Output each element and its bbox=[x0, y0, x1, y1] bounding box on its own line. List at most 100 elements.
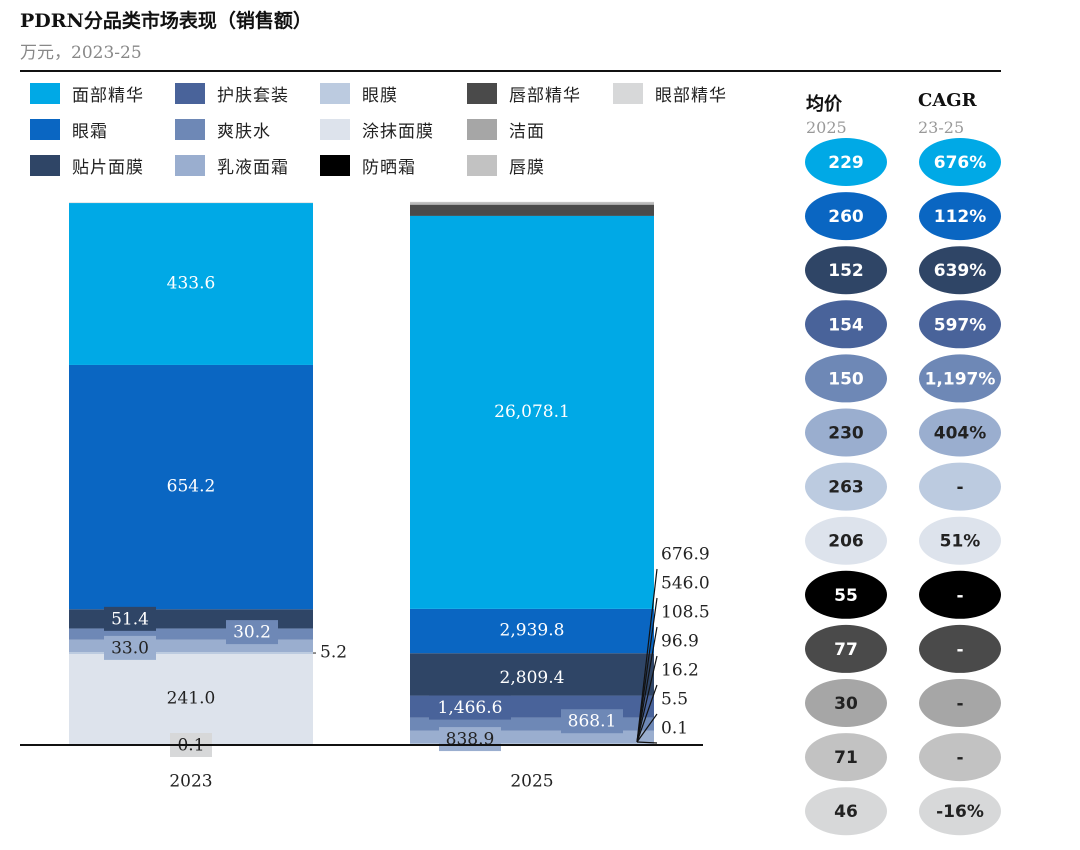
data-label: 51.4 bbox=[111, 609, 149, 629]
data-label: 5.5 bbox=[661, 690, 688, 710]
bar-segment bbox=[69, 203, 313, 365]
data-label: 433.6 bbox=[167, 273, 216, 293]
bar-segment bbox=[69, 364, 313, 610]
bar-segment bbox=[410, 215, 654, 609]
legend-swatch bbox=[320, 82, 350, 104]
legend-label: 眼膜 bbox=[362, 85, 398, 106]
bar-segment bbox=[410, 608, 654, 654]
data-label: 546.0 bbox=[661, 574, 710, 594]
legend-item: 防晒霜 bbox=[320, 152, 416, 178]
legend-label: 洁面 bbox=[509, 121, 545, 142]
bar-segment bbox=[410, 201, 654, 204]
price-oval bbox=[805, 679, 887, 727]
legend-swatch bbox=[467, 118, 497, 140]
leader-line bbox=[636, 684, 658, 743]
data-label: 1,466.6 bbox=[438, 698, 503, 718]
bar-segment bbox=[410, 653, 654, 696]
data-label: 0.1 bbox=[661, 719, 688, 739]
x-axis-tick-label: 2023 bbox=[169, 772, 212, 792]
legend-item: 护肤套装 bbox=[175, 80, 289, 106]
price-oval-value: 77 bbox=[834, 640, 858, 660]
legend-swatch bbox=[320, 118, 350, 140]
legend-label: 眼部精华 bbox=[655, 85, 727, 106]
bar-segment bbox=[69, 628, 313, 640]
cagr-oval bbox=[919, 787, 1001, 836]
cagr-oval-value: - bbox=[956, 640, 963, 660]
legend-swatch bbox=[613, 82, 643, 104]
legend-item: 洁面 bbox=[467, 116, 545, 142]
price-oval bbox=[805, 246, 887, 295]
data-label: 2,939.8 bbox=[500, 621, 565, 641]
legend-item: 乳液面霜 bbox=[175, 152, 289, 178]
cagr-oval bbox=[919, 570, 1001, 619]
bar-segment bbox=[410, 203, 654, 205]
legend-label: 防晒霜 bbox=[362, 157, 416, 178]
legend-label: 眼霜 bbox=[72, 121, 108, 142]
price-oval-value: 71 bbox=[834, 748, 858, 768]
data-label: 96.9 bbox=[661, 632, 699, 652]
title-rule bbox=[20, 70, 1001, 72]
cagr-oval-value: 112% bbox=[934, 207, 987, 227]
cagr-oval-value: 404% bbox=[934, 424, 987, 444]
data-label: 676.9 bbox=[661, 545, 710, 565]
data-label: 26,078.1 bbox=[494, 402, 570, 422]
legend-swatch bbox=[30, 118, 60, 140]
cagr-oval-value: 1,197% bbox=[925, 369, 996, 389]
data-label: 868.1 bbox=[568, 712, 617, 732]
data-label: 654.2 bbox=[167, 477, 216, 497]
data-label-box bbox=[104, 606, 156, 631]
price-oval bbox=[805, 516, 887, 565]
leader-line bbox=[636, 741, 658, 744]
legend-label: 唇膜 bbox=[509, 157, 545, 178]
legend-item: 贴片面膜 bbox=[30, 152, 144, 178]
cagr-oval-value: 676% bbox=[934, 153, 987, 173]
leader-line bbox=[636, 568, 658, 743]
price-column-header: 均价 bbox=[806, 94, 842, 115]
cagr-oval bbox=[919, 408, 1001, 457]
x-axis-tick-label: 2025 bbox=[510, 772, 553, 792]
price-oval-value: 263 bbox=[828, 478, 864, 498]
cagr-oval-value: - bbox=[956, 694, 963, 714]
price-oval-value: 206 bbox=[828, 532, 864, 552]
legend-swatch bbox=[175, 154, 205, 176]
legend-swatch bbox=[175, 118, 205, 140]
cagr-oval-value: - bbox=[956, 478, 963, 498]
legend-label: 涂抹面膜 bbox=[362, 121, 434, 142]
legend-swatch bbox=[467, 82, 497, 104]
price-oval-value: 150 bbox=[828, 369, 864, 389]
cagr-oval bbox=[919, 246, 1001, 295]
price-oval-value: 55 bbox=[834, 586, 858, 606]
legend-item: 唇膜 bbox=[467, 152, 545, 178]
data-label-box bbox=[429, 695, 511, 720]
legend-swatch bbox=[467, 154, 497, 176]
bar-segment bbox=[410, 204, 654, 216]
legend-item: 唇部精华 bbox=[467, 80, 581, 106]
data-label: 2,809.4 bbox=[500, 668, 565, 688]
price-oval bbox=[805, 354, 887, 403]
price-oval bbox=[805, 300, 887, 349]
legend-item: 涂抹面膜 bbox=[320, 116, 434, 142]
cagr-oval-value: 639% bbox=[934, 261, 987, 281]
leader-line bbox=[636, 713, 658, 743]
bar-segment bbox=[410, 743, 654, 744]
data-label-box bbox=[104, 635, 156, 660]
price-oval-value: 229 bbox=[828, 153, 864, 173]
cagr-oval bbox=[919, 300, 1001, 349]
leader-line bbox=[636, 655, 658, 743]
data-label: 241.0 bbox=[167, 689, 216, 709]
cagr-oval bbox=[919, 733, 1001, 782]
chart-title: PDRN分品类市场表现（销售额） bbox=[20, 10, 312, 32]
data-label: 5.2 bbox=[320, 643, 347, 663]
cagr-oval bbox=[919, 138, 1001, 186]
cagr-oval-value: 51% bbox=[940, 532, 981, 552]
data-label: 30.2 bbox=[233, 623, 271, 643]
price-oval bbox=[805, 408, 887, 457]
cagr-oval bbox=[919, 192, 1001, 241]
cagr-oval bbox=[919, 354, 1001, 403]
price-oval-value: 154 bbox=[828, 315, 864, 335]
legend-label: 面部精华 bbox=[72, 85, 144, 106]
leader-line bbox=[636, 597, 658, 743]
cagr-oval bbox=[919, 516, 1001, 565]
data-label: 838.9 bbox=[446, 730, 495, 750]
data-label-box bbox=[561, 709, 623, 734]
